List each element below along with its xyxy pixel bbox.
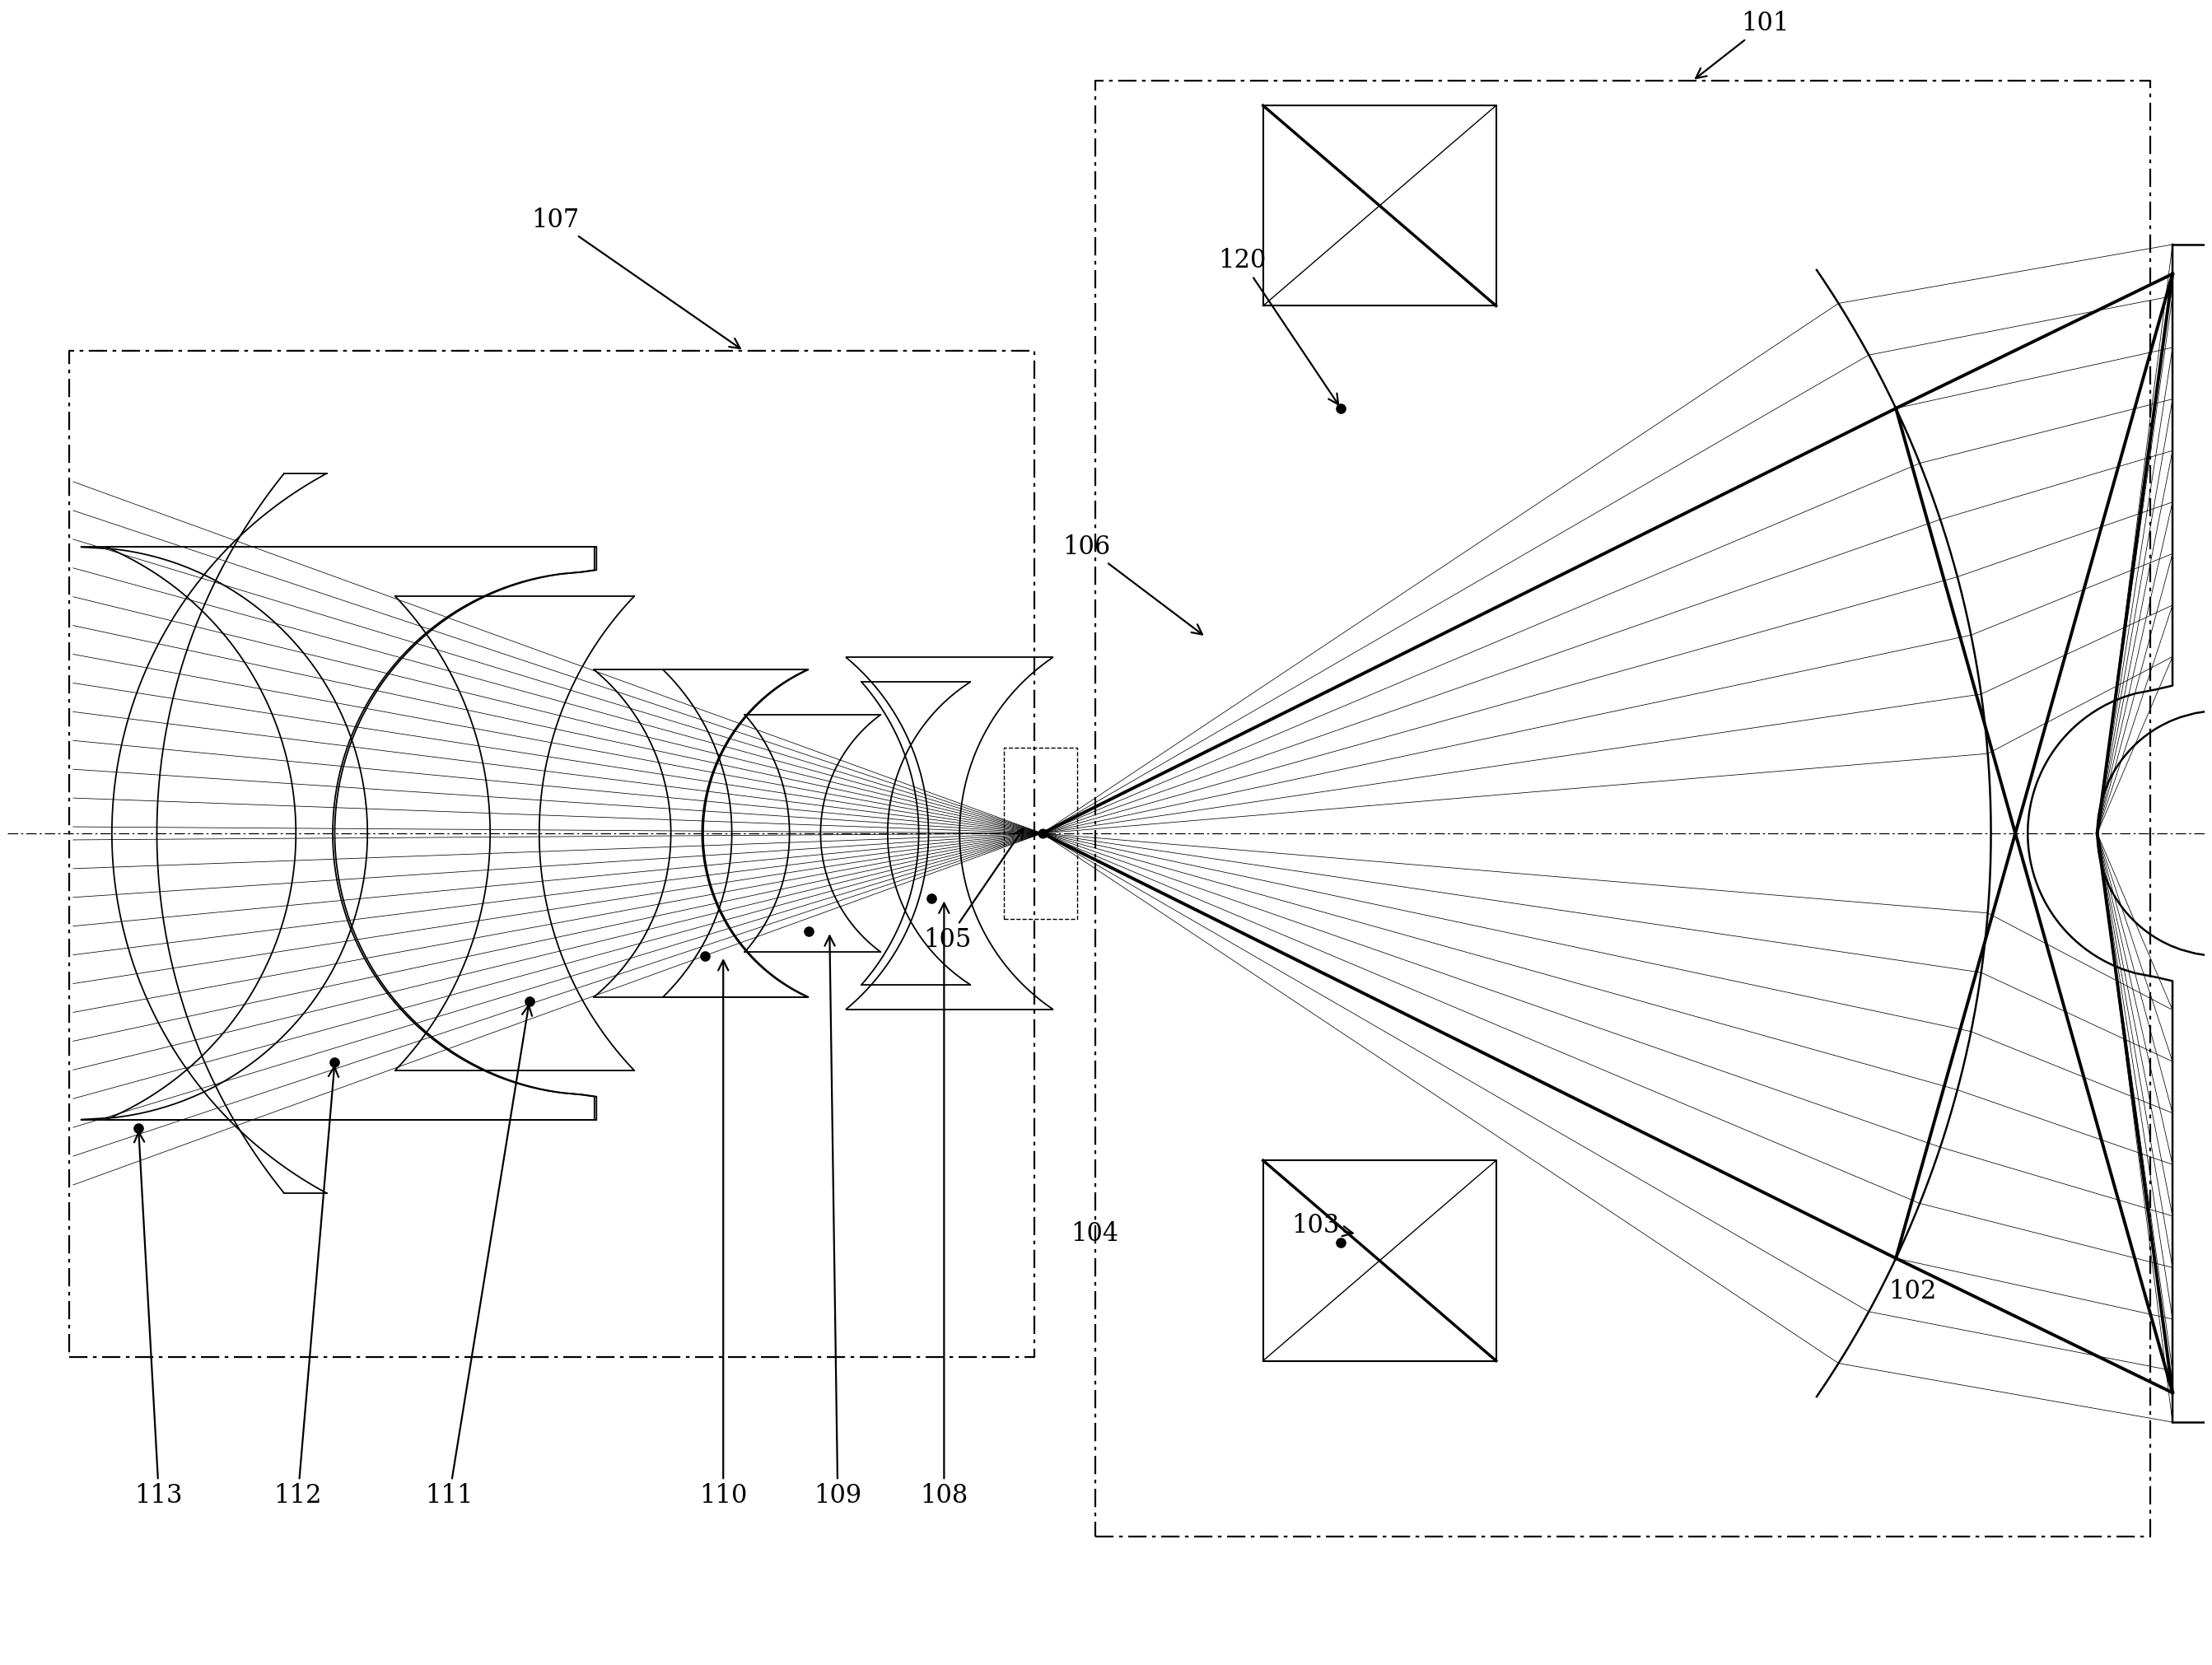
Point (316, 1049, 352, 1076)
Text: 113: 113 (135, 1132, 184, 1508)
Point (792, 917, 827, 944)
Text: 111: 111 (425, 1006, 533, 1508)
Point (1323, 1229, 1358, 1255)
Text: 120: 120 (1219, 248, 1338, 405)
Text: 109: 109 (814, 936, 863, 1508)
Text: 105: 105 (925, 829, 1024, 952)
Text: 108: 108 (920, 902, 969, 1508)
Text: 112: 112 (274, 1067, 338, 1508)
Text: 101: 101 (1697, 12, 1790, 78)
Text: 103: 103 (1292, 1214, 1354, 1239)
Point (914, 886, 949, 912)
Point (122, 1114, 157, 1141)
Point (688, 942, 723, 969)
Text: 106: 106 (1062, 534, 1203, 634)
Point (1323, 395, 1358, 421)
Text: 107: 107 (531, 206, 741, 348)
Text: 104: 104 (1071, 1220, 1119, 1247)
Point (511, 987, 546, 1014)
Text: 102: 102 (1889, 1279, 1938, 1304)
Point (1024, 819, 1060, 846)
Text: 110: 110 (699, 961, 748, 1508)
